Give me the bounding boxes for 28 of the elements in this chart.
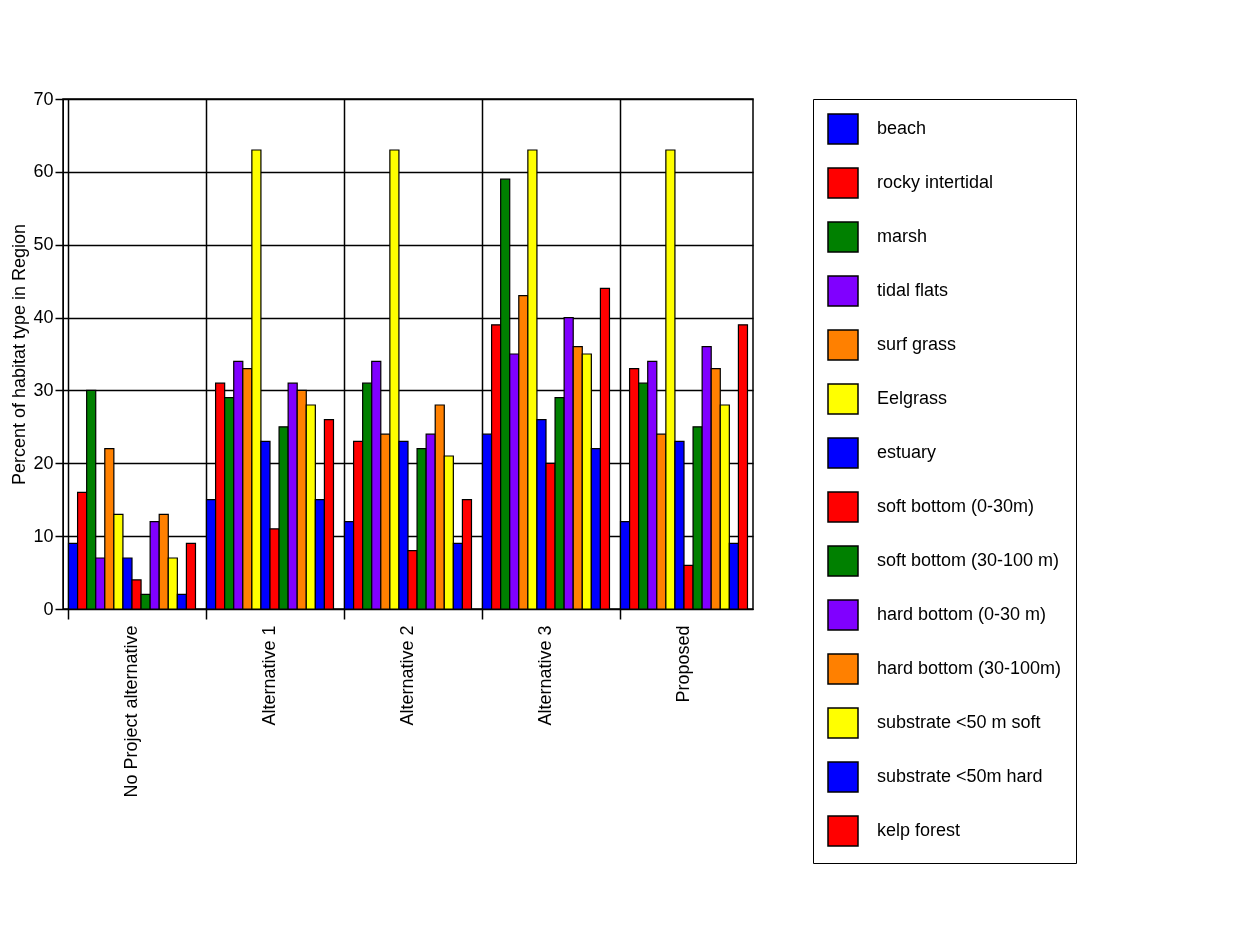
- y-tick-label: 30: [33, 379, 54, 400]
- legend-label: hard bottom (30-100m): [877, 658, 1062, 678]
- y-tick-label: 20: [33, 452, 54, 473]
- y-tick-label: 10: [33, 525, 54, 546]
- legend-label: surf grass: [877, 334, 957, 354]
- x-tick-label: Alternative 2: [397, 625, 417, 726]
- y-tick-label: 60: [33, 161, 54, 182]
- y-axis-title: Percent of habitat type in Region: [9, 223, 30, 486]
- y-tick-label: 70: [33, 88, 54, 109]
- y-tick-label: 50: [33, 234, 54, 255]
- x-tick-label: Alternative 3: [535, 625, 555, 726]
- y-tick-label: 40: [33, 307, 54, 328]
- y-tick-label: 0: [43, 598, 54, 619]
- legend-label: Eelgrass: [877, 388, 948, 408]
- legend-label: marsh: [877, 226, 928, 246]
- legend-label: soft bottom (30-100 m): [877, 550, 1060, 570]
- legend-label: soft bottom (0-30m): [877, 496, 1035, 516]
- legend-label: substrate <50m hard: [877, 766, 1043, 786]
- legend-label: estuary: [877, 442, 937, 462]
- x-tick-label: No Project alternative: [121, 625, 141, 798]
- legend-label: tidal flats: [877, 280, 949, 300]
- legend-label: kelp forest: [877, 820, 961, 840]
- legend-label: hard bottom (0-30 m): [877, 604, 1047, 624]
- legend-label: beach: [877, 118, 927, 138]
- x-tick-label: Alternative 1: [259, 625, 279, 726]
- legend-label: substrate <50 m soft: [877, 712, 1041, 732]
- x-tick-label: Proposed: [673, 625, 693, 703]
- legend-label: rocky intertidal: [877, 172, 994, 192]
